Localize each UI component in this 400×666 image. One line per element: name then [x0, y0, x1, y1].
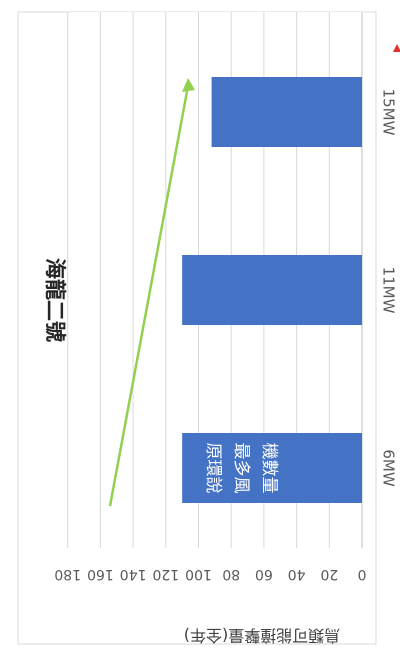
bar-11mw — [182, 255, 362, 325]
value-tick-label: 20 — [320, 566, 338, 582]
bar-annotation: 原環說 最多風 機數量 — [203, 443, 279, 494]
value-tick-label: 180 — [54, 566, 81, 582]
trend-arrow-line — [108, 85, 190, 507]
chart-title: 海龍二號 — [43, 258, 67, 342]
red-mark-icon — [393, 44, 400, 52]
value-tick-label: 120 — [152, 566, 179, 582]
value-tick-label: 40 — [288, 566, 306, 582]
trend-arrow — [108, 78, 195, 507]
bar-6mw — [182, 433, 362, 503]
bar-annotation-line: 機數量 — [259, 443, 279, 494]
category-label: 11MW — [380, 267, 398, 314]
value-tick-label: 80 — [222, 566, 240, 582]
value-tick-labels: 0 20 40 60 80 100 120 140 160 180 — [54, 566, 366, 582]
bars — [182, 77, 362, 503]
bar-annotation-line: 最多風 — [231, 443, 251, 494]
value-axis-label: 鳥類可能撞擊量(全年) — [184, 626, 341, 645]
category-labels: 6MW 11MW 15MW — [380, 89, 398, 487]
category-label: 6MW — [380, 449, 398, 486]
value-tick-label: 60 — [255, 566, 273, 582]
trend-arrow-head — [182, 78, 195, 92]
value-tick-label: 140 — [120, 566, 147, 582]
value-tick-label: 100 — [185, 566, 212, 582]
bar-15mw — [211, 77, 362, 147]
bar-annotation-line: 原環說 — [203, 443, 223, 494]
value-tick-label: 0 — [358, 566, 367, 582]
category-label: 15MW — [380, 89, 398, 136]
value-tick-label: 160 — [87, 566, 114, 582]
